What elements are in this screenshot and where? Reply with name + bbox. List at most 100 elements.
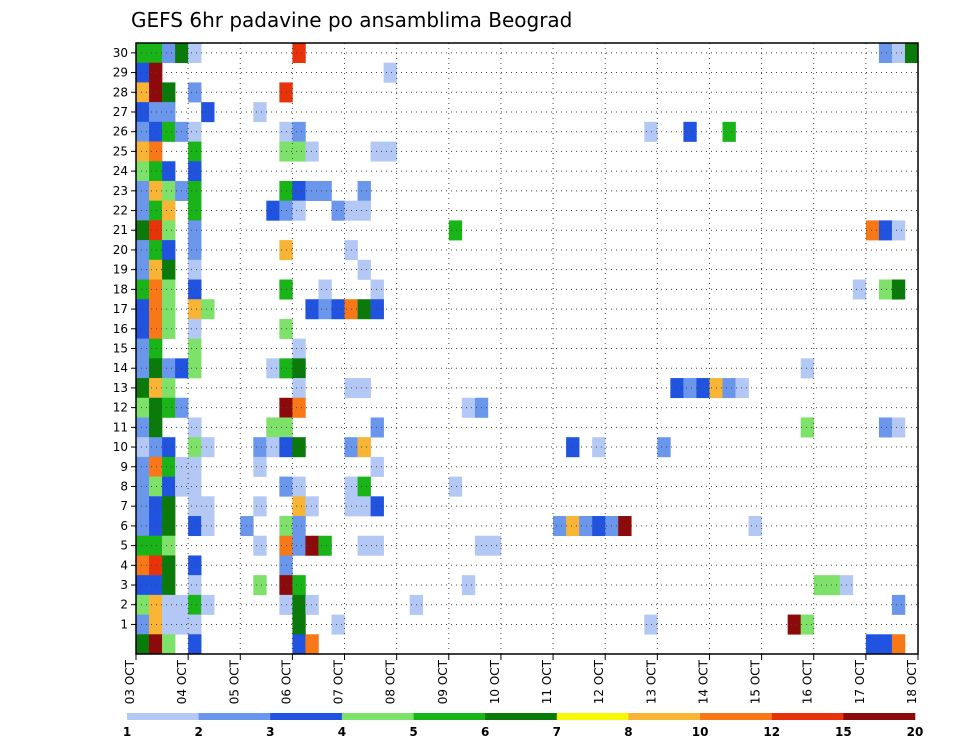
heatmap-cell (292, 180, 306, 201)
y-tick-label: 1 (120, 617, 128, 631)
heatmap-cell (800, 358, 815, 379)
heatmap-cell (644, 614, 658, 635)
dotted-grid (136, 43, 918, 654)
heatmap-cell (318, 279, 332, 300)
heatmap-cell (383, 62, 397, 83)
colorbar-tick-label: 15 (835, 725, 852, 739)
heatmap-cell (188, 141, 202, 162)
heatmap-cell (136, 358, 150, 379)
y-tick-label: 6 (120, 519, 128, 533)
colorbar-swatch (413, 713, 486, 720)
x-tick-label: 18 OCT (905, 659, 919, 704)
heatmap-cell (305, 594, 319, 615)
heatmap-cell (448, 476, 463, 497)
heatmap-cell (149, 378, 163, 399)
heatmap-cell (162, 634, 176, 655)
heatmap-cell (149, 200, 163, 221)
y-tick-label: 22 (113, 204, 128, 218)
heatmap-cells (136, 43, 919, 655)
heatmap-cell (162, 437, 176, 458)
heatmap-cell (331, 299, 345, 320)
heatmap-cell (201, 516, 215, 537)
heatmap-cell (188, 437, 202, 458)
x-tick-label: 10 OCT (488, 659, 502, 704)
heatmap-cell (162, 516, 176, 537)
x-tick-label: 06 OCT (279, 659, 293, 704)
heatmap-cell (201, 594, 215, 615)
heatmap-cell (318, 299, 332, 320)
heatmap-cell (461, 397, 476, 418)
heatmap-cell (136, 476, 150, 497)
heatmap-cell (670, 378, 684, 399)
x-tick-label: 08 OCT (384, 659, 398, 704)
heatmap-cell (357, 476, 371, 497)
heatmap-cell (136, 141, 150, 162)
heatmap-cell (292, 43, 306, 64)
heatmap-cell (162, 82, 176, 103)
heatmap-cell (162, 220, 176, 241)
heatmap-cell (292, 121, 306, 142)
heatmap-cell (136, 279, 150, 300)
colorbar-tick-label: 1 (123, 725, 131, 739)
colorbar-swatch (628, 713, 701, 720)
heatmap-cell (683, 378, 697, 399)
y-tick-label: 2 (120, 598, 128, 612)
heatmap-cell (553, 516, 567, 537)
heatmap-cell (188, 516, 202, 537)
y-tick-label: 4 (120, 558, 128, 572)
heatmap-cell (188, 555, 202, 576)
heatmap-cell (448, 220, 463, 241)
heatmap-cell (878, 279, 893, 300)
heatmap-cell (162, 575, 176, 596)
heatmap-cell (566, 516, 580, 537)
heatmap-cell (722, 378, 736, 399)
y-tick-label: 21 (113, 223, 128, 237)
heatmap-cell (162, 397, 176, 418)
colorbar-tick-label: 20 (907, 725, 924, 739)
heatmap-cell (188, 338, 202, 359)
heatmap-cell (292, 496, 306, 517)
heatmap-cell (370, 535, 384, 556)
heatmap-cell (149, 102, 163, 123)
colorbar-tick-label: 5 (409, 725, 417, 739)
heatmap-cell (136, 397, 150, 418)
heatmap-cell (253, 456, 267, 477)
x-tick-label: 04 OCT (175, 659, 189, 704)
heatmap-cell (748, 516, 762, 537)
y-tick-label: 10 (113, 440, 128, 454)
heatmap-cell (357, 259, 371, 280)
colorbar-swatch (485, 713, 558, 720)
x-tick-label: 03 OCT (123, 659, 137, 704)
heatmap-cell (657, 437, 671, 458)
heatmap-cell (292, 614, 306, 635)
heatmap-cell (370, 456, 384, 477)
heatmap-cell (878, 43, 893, 64)
heatmap-cell (722, 121, 736, 142)
heatmap-cell (357, 378, 371, 399)
heatmap-cell (813, 575, 828, 596)
heatmap-cell (735, 378, 749, 399)
heatmap-cell (357, 180, 371, 201)
heatmap-cell (566, 437, 580, 458)
heatmap-cell (188, 240, 202, 261)
heatmap-cell (149, 535, 163, 556)
heatmap-cell (253, 575, 267, 596)
heatmap-cell (253, 535, 267, 556)
heatmap-cell (136, 555, 150, 576)
heatmap-cell (292, 378, 306, 399)
heatmap-cell (292, 516, 306, 537)
heatmap-cell (292, 397, 306, 418)
heatmap-cell (136, 220, 150, 241)
heatmap-cell (136, 614, 150, 635)
heatmap-cell (253, 496, 267, 517)
heatmap-cell (136, 456, 150, 477)
heatmap-cell (370, 496, 384, 517)
heatmap-cell (292, 476, 306, 497)
heatmap-cell (292, 200, 306, 221)
heatmap-cell (188, 220, 202, 241)
heatmap-cell (305, 535, 319, 556)
heatmap-cell (878, 417, 893, 438)
heatmap-cell (253, 102, 267, 123)
heatmap-cell (266, 437, 280, 458)
heatmap-cell (162, 496, 176, 517)
